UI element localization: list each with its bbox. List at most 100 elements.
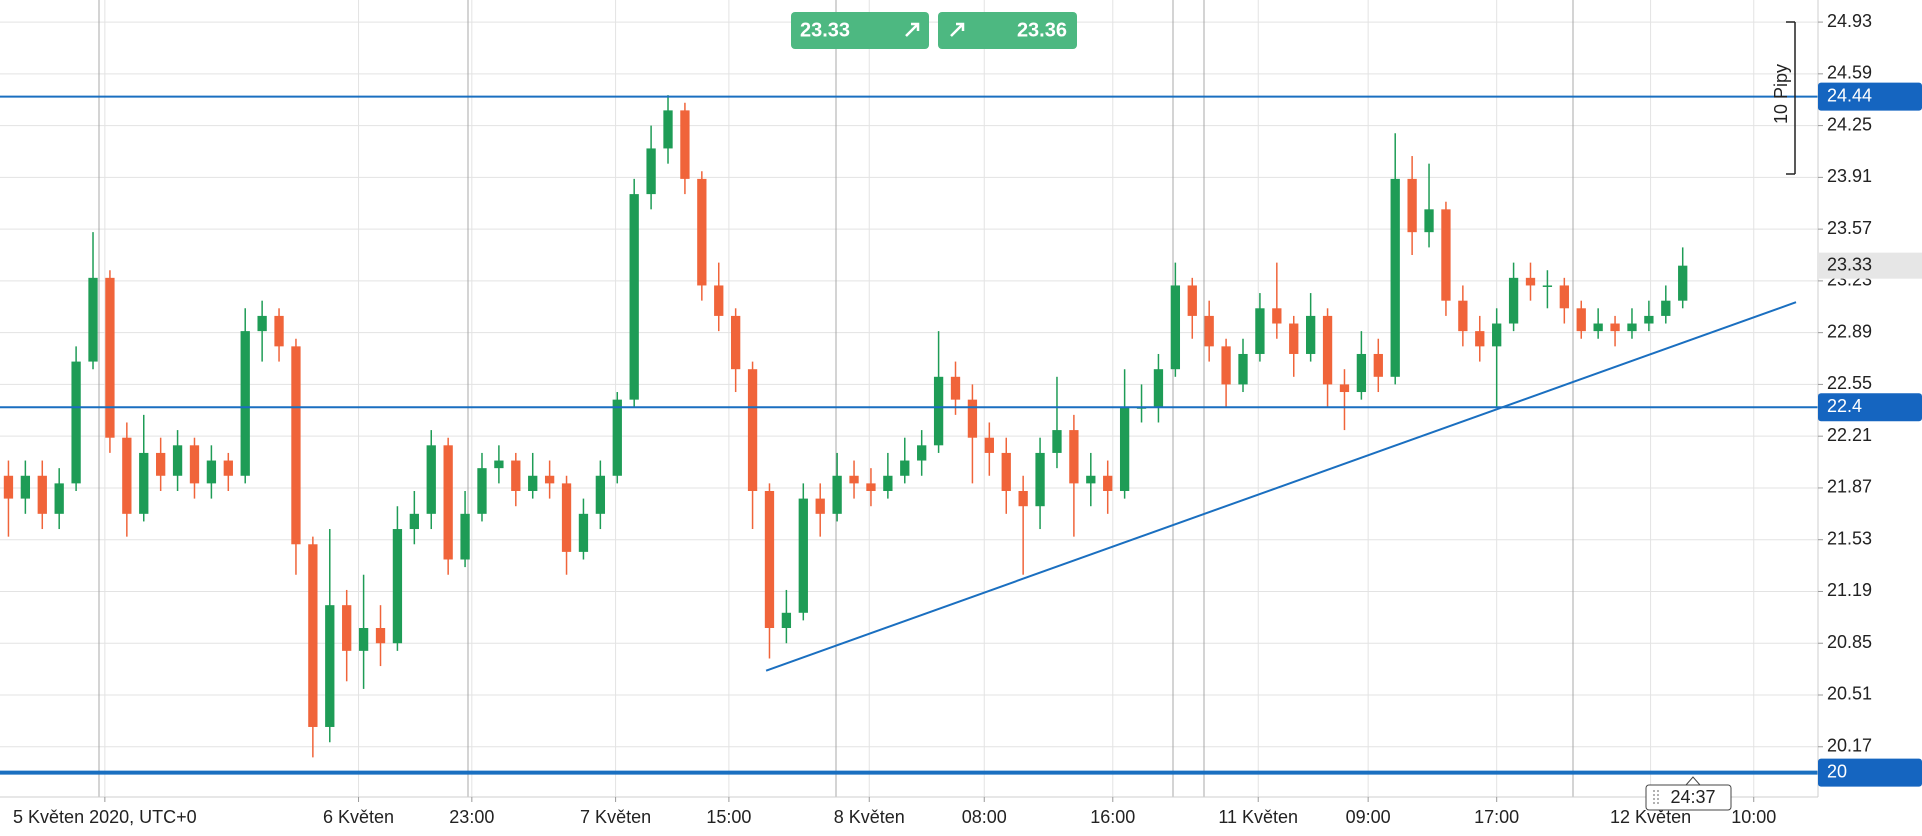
- candle-body: [1086, 475, 1096, 484]
- candle-body: [933, 376, 944, 446]
- candle-body: [697, 178, 707, 286]
- y-tick-label: 24.25: [1827, 114, 1872, 134]
- candle-body: [139, 452, 149, 514]
- candle-body: [88, 277, 98, 362]
- candle-body: [1035, 452, 1045, 507]
- candle-body: [967, 399, 978, 438]
- x-tick-label: 12 Květen: [1610, 807, 1691, 827]
- candle-body: [172, 445, 183, 476]
- candle-body: [1542, 285, 1553, 287]
- candle-body: [646, 148, 656, 195]
- x-tick-label: 09:00: [1346, 807, 1391, 827]
- buy-button[interactable]: 23.36: [938, 12, 1077, 49]
- axes: 24.9324.5924.2523.9123.5723.2322.8922.55…: [13, 11, 1922, 827]
- candle-body: [37, 475, 47, 514]
- range-label: 10 Pipy: [1771, 64, 1791, 124]
- bid-price[interactable]: 23.33: [800, 19, 850, 41]
- level-label-box: [1818, 82, 1922, 111]
- candle-body: [1356, 353, 1367, 393]
- candle-body: [1187, 285, 1197, 316]
- current-price-label: 23.33: [1827, 254, 1872, 274]
- candle-body: [1508, 277, 1519, 324]
- button-bg[interactable]: [938, 12, 1077, 49]
- y-tick-label: 24.93: [1827, 11, 1872, 31]
- candle-body: [1661, 300, 1671, 316]
- y-tick-label: 20.85: [1827, 632, 1872, 652]
- overlays: [0, 95, 1818, 775]
- candle-body: [426, 445, 436, 514]
- candle-body: [257, 315, 267, 332]
- candle-body: [578, 513, 589, 552]
- y-tick-label: 23.57: [1827, 218, 1872, 238]
- candle-body: [1221, 346, 1231, 385]
- y-tick-label: 21.87: [1827, 477, 1872, 497]
- grid: [0, 0, 1818, 797]
- candle-body: [1052, 430, 1062, 453]
- candle-body: [595, 475, 606, 514]
- ask-price[interactable]: 23.36: [1017, 19, 1067, 41]
- x-tick-label: 23:00: [449, 807, 494, 827]
- candle-body: [1525, 277, 1536, 286]
- candle-body: [1644, 315, 1654, 324]
- candle-body: [1373, 353, 1383, 377]
- y-tick-label: 23.91: [1827, 166, 1872, 186]
- candle-body: [1339, 384, 1350, 393]
- candle-body: [917, 445, 927, 461]
- candle-body: [781, 612, 792, 629]
- candle-body: [663, 110, 673, 149]
- level-label: 24.44: [1827, 85, 1872, 105]
- button-bg[interactable]: [791, 12, 929, 49]
- candle-body: [680, 110, 690, 179]
- x-tick-label: 15:00: [706, 807, 751, 827]
- arrow-icon[interactable]: [905, 22, 920, 37]
- candle-body: [1559, 285, 1569, 309]
- candle-body: [1407, 178, 1417, 233]
- candle-body: [747, 369, 758, 491]
- candle-body: [392, 529, 403, 644]
- candles: [3, 95, 1688, 758]
- candle-body: [1103, 475, 1113, 491]
- y-tick-label: 24.59: [1827, 63, 1872, 83]
- candle-body: [223, 460, 233, 476]
- candle-body: [1441, 209, 1451, 301]
- candle-body: [71, 361, 81, 484]
- candle-body: [764, 490, 775, 629]
- countdown: 24:37: [1645, 776, 1732, 811]
- candle-body: [1119, 407, 1130, 491]
- x-tick-label: 7 Květen: [580, 807, 651, 827]
- trend-line: [765, 301, 1797, 672]
- x-tick-label: 16:00: [1090, 807, 1135, 827]
- candle-body: [1424, 209, 1434, 233]
- candle-body: [1576, 308, 1586, 332]
- session-separators: [98, 0, 1574, 797]
- candle-body: [1306, 315, 1316, 354]
- candle-body: [358, 628, 369, 651]
- x-tick-label: 08:00: [962, 807, 1007, 827]
- candle-body: [122, 437, 132, 514]
- candle-body: [528, 475, 538, 491]
- x-tick-label: 5 Květen 2020, UTC+0: [13, 807, 197, 827]
- y-tick-label: 20.51: [1827, 684, 1872, 704]
- candle-body: [274, 315, 284, 347]
- level-label: 22.4: [1827, 396, 1862, 416]
- countdown-box: [1645, 784, 1732, 811]
- y-tick-label: 22.21: [1827, 425, 1872, 445]
- candle-body: [1069, 430, 1079, 484]
- candle-body: [105, 277, 115, 438]
- candle-body: [1475, 331, 1485, 347]
- candle-body: [832, 475, 842, 514]
- arrow-icon[interactable]: [950, 22, 965, 37]
- candle-body: [1272, 308, 1282, 324]
- candle-body: [561, 483, 572, 552]
- candle-body: [1627, 323, 1637, 332]
- candle-body: [1610, 323, 1620, 332]
- candle-body: [20, 475, 31, 499]
- x-tick-label: 11 Květen: [1218, 807, 1298, 827]
- candle-body: [1458, 300, 1468, 332]
- y-tick-label: 21.53: [1827, 528, 1872, 548]
- sell-button[interactable]: 23.33: [791, 12, 929, 49]
- candle-body: [156, 452, 166, 476]
- candle-body: [189, 445, 200, 484]
